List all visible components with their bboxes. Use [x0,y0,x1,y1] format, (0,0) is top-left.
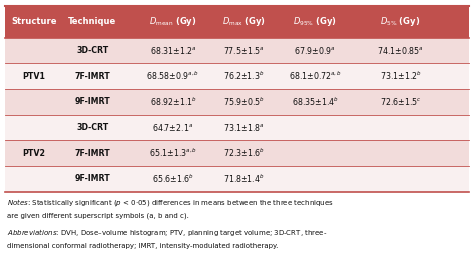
Text: 72.3±1.6$^{b}$: 72.3±1.6$^{b}$ [223,147,265,159]
Bar [5,89,469,115]
Bar [5,115,469,140]
Text: 9F-IMRT: 9F-IMRT [74,174,110,183]
Text: 68.58±0.9$^{a,b}$: 68.58±0.9$^{a,b}$ [146,70,200,82]
Text: PTV1: PTV1 [23,72,46,81]
Text: are given different superscript symbols (a, b and c).: are given different superscript symbols … [7,212,189,218]
Text: 75.9±0.5$^{b}$: 75.9±0.5$^{b}$ [223,96,265,108]
Text: 67.9±0.9$^{a}$: 67.9±0.9$^{a}$ [294,45,336,56]
Text: $D_{5\%}$ (Gy): $D_{5\%}$ (Gy) [381,15,420,28]
Text: 74.1±0.85$^{a}$: 74.1±0.85$^{a}$ [377,45,424,56]
Text: 77.5±1.5$^{a}$: 77.5±1.5$^{a}$ [223,45,265,56]
Text: $D_{95\%}$ (Gy): $D_{95\%}$ (Gy) [293,15,337,28]
Text: 65.6±1.6$^{b}$: 65.6±1.6$^{b}$ [152,173,194,185]
Text: $\it{Notes}$: Statistically significant ($p$ < 0·05) differences in means betwee: $\it{Notes}$: Statistically significant … [7,197,334,208]
Text: 9F-IMRT: 9F-IMRT [74,97,110,106]
Text: 73.1±1.8$^{a}$: 73.1±1.8$^{a}$ [223,122,265,133]
Bar [5,166,469,192]
Text: 3D-CRT: 3D-CRT [76,46,109,55]
Text: 68.35±1.4$^{b}$: 68.35±1.4$^{b}$ [292,96,339,108]
Text: 71.8±1.4$^{b}$: 71.8±1.4$^{b}$ [223,173,265,185]
Text: 7F-IMRT: 7F-IMRT [74,72,110,81]
Text: 7F-IMRT: 7F-IMRT [74,149,110,158]
Text: 72.6±1.5$^{c}$: 72.6±1.5$^{c}$ [380,96,421,107]
Text: dimensional conformal radiotherapy; IMRT, intensity-modulated radiotherapy.: dimensional conformal radiotherapy; IMRT… [7,243,279,249]
Text: 3D-CRT: 3D-CRT [76,123,109,132]
Text: $D_{\mathrm{mean}}$ (Gy): $D_{\mathrm{mean}}$ (Gy) [149,15,197,28]
Text: 68.1±0.72$^{a,b}$: 68.1±0.72$^{a,b}$ [289,70,341,82]
Bar [5,6,469,38]
Text: 73.1±1.2$^{b}$: 73.1±1.2$^{b}$ [380,70,421,82]
Text: 65.1±1.3$^{a,b}$: 65.1±1.3$^{a,b}$ [149,147,197,159]
Text: 64.7±2.1$^{a}$: 64.7±2.1$^{a}$ [153,122,193,133]
Text: Technique: Technique [68,17,117,26]
Text: $D_{\mathrm{max}}$ (Gy): $D_{\mathrm{max}}$ (Gy) [222,15,266,28]
Bar [5,140,469,166]
Text: 68.92±1.1$^{b}$: 68.92±1.1$^{b}$ [150,96,196,108]
Bar [5,63,469,89]
Text: PTV2: PTV2 [23,149,46,158]
Text: 76.2±1.3$^{b}$: 76.2±1.3$^{b}$ [223,70,265,82]
Text: 68.31±1.2$^{a}$: 68.31±1.2$^{a}$ [150,45,196,56]
Text: $\it{Abbreviations}$: DVH, Dose–volume histogram; PTV, planning target volume; 3: $\it{Abbreviations}$: DVH, Dose–volume h… [7,227,328,238]
Bar [5,38,469,63]
Text: Structure: Structure [11,17,57,26]
